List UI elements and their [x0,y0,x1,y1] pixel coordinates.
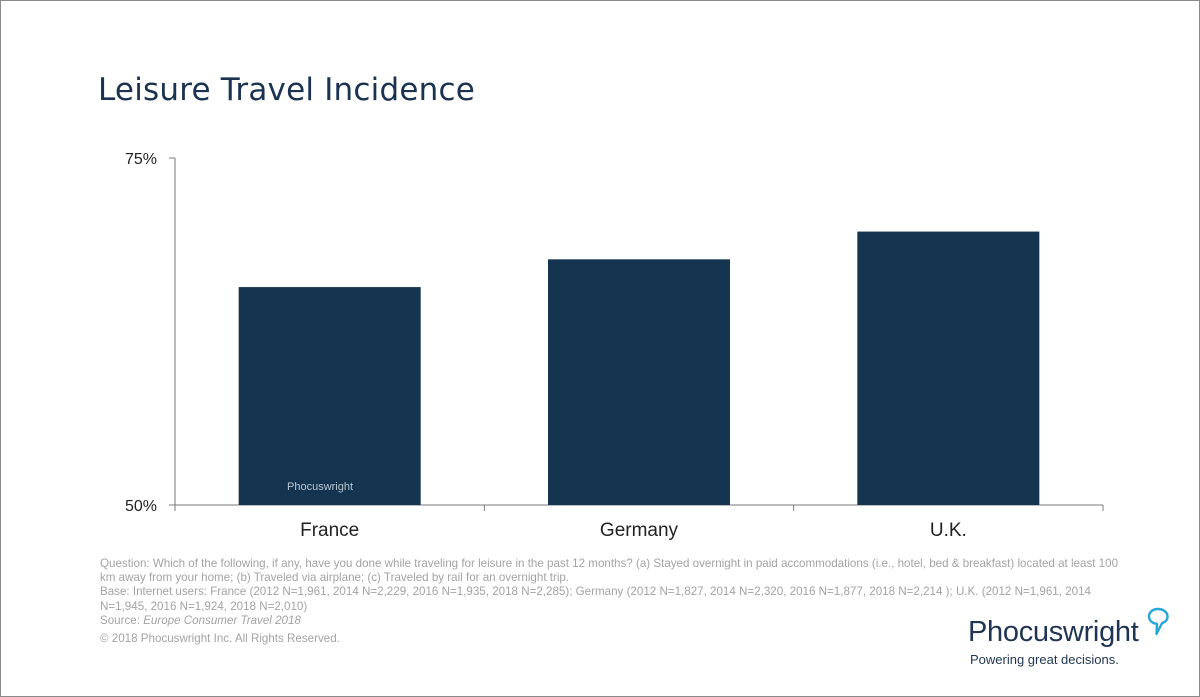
logo-name: Phocuswright [968,616,1139,648]
x-tick-label: U.K. [930,520,967,541]
footnote-question: Question: Which of the following, if any… [100,557,1119,585]
source-prefix: Source: [100,613,144,627]
chart-title: Leisure Travel Incidence [98,72,475,108]
watermark: Phocuswright [287,481,354,493]
logo-tagline: Powering great decisions. [970,652,1119,667]
footnote: Question: Which of the following, if any… [100,557,1120,628]
bar [548,259,730,505]
footnote-base: Base: Internet users: France (2012 N=1,9… [100,585,1091,613]
y-tick-label: 75% [125,151,157,168]
footnote-source: Source: Europe Consumer Travel 2018 [100,614,1120,628]
bar [238,287,421,505]
source-name: Europe Consumer Travel 2018 [143,613,301,627]
bar [857,231,1040,505]
x-tick-label: Germany [600,520,679,541]
speech-bubble-icon [1147,607,1169,636]
x-tick-label: France [300,520,359,541]
phocuswright-logo: Phocuswright Powering great decisions. [968,604,1169,674]
y-tick-label: 50% [125,498,157,515]
copyright: © 2018 Phocuswright Inc. All Rights Rese… [100,632,340,645]
